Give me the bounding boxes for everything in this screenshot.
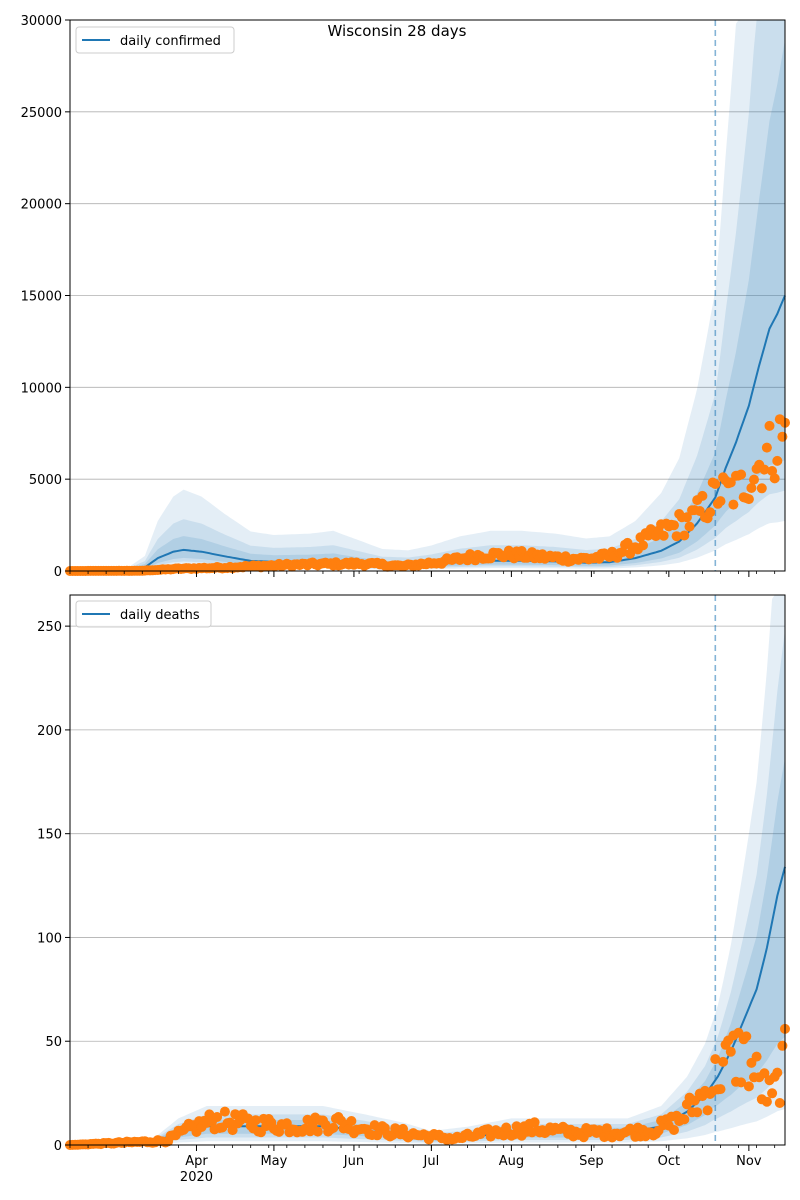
deaths-legend-box	[75, 600, 212, 628]
y-tick-label: 5000	[29, 473, 62, 488]
observed-point	[767, 1088, 778, 1099]
observed-point	[777, 431, 788, 442]
observed-point	[638, 540, 648, 551]
confirmed-x-axis	[69, 571, 776, 577]
observed-point	[736, 469, 747, 480]
observed-point	[769, 473, 780, 484]
observed-point	[529, 1117, 540, 1128]
y-tick-label: 20000	[21, 198, 62, 213]
observed-point	[705, 507, 716, 518]
observed-point	[741, 1031, 752, 1042]
confirmed-observed-points	[65, 414, 790, 576]
observed-point	[759, 464, 770, 475]
observed-point	[328, 1122, 339, 1133]
y-tick-label: 0	[54, 1139, 62, 1154]
y-tick-label: 150	[37, 828, 62, 843]
observed-point	[658, 530, 669, 541]
observed-point	[710, 479, 721, 489]
observed-point	[250, 1115, 261, 1126]
deaths-legend: daily deaths	[75, 600, 212, 628]
uncertainty-band-inner	[70, 39, 785, 572]
observed-point	[692, 1107, 703, 1118]
y-tick-label: 250	[37, 620, 62, 635]
observed-point	[312, 1126, 323, 1137]
observed-point	[756, 483, 767, 494]
observed-point	[274, 1126, 285, 1137]
figure-title: Wisconsin 28 days	[328, 22, 467, 40]
observed-point	[684, 521, 695, 532]
observed-point	[225, 1117, 235, 1128]
x-tick-label: Sep	[579, 1154, 604, 1169]
observed-point	[746, 483, 757, 493]
y-tick-label: 15000	[21, 290, 62, 305]
observed-point	[772, 1067, 783, 1078]
deaths-axes-frame	[69, 594, 786, 1146]
y-tick-label: 50	[45, 1035, 62, 1050]
x-tick-label: Aug	[499, 1154, 524, 1169]
observed-point	[715, 496, 726, 507]
y-tick-label: 30000	[21, 14, 62, 29]
confirmed-legend-label: daily confirmed	[120, 34, 221, 49]
deaths-observed-points	[65, 1023, 790, 1150]
observed-point	[749, 474, 759, 485]
observed-point	[728, 499, 739, 510]
x-tick-label: Jun	[343, 1154, 364, 1169]
uncertainty-band-inner	[70, 758, 785, 1145]
x-tick-label: Oct	[658, 1154, 680, 1169]
observed-point	[702, 1105, 713, 1116]
observed-point	[212, 1112, 223, 1122]
confirmed-legend-box	[75, 26, 235, 54]
x-tick-label: Nov	[736, 1154, 762, 1169]
observed-point	[759, 1068, 770, 1079]
confirmed-legend: daily confirmed	[75, 26, 235, 54]
observed-point	[743, 494, 754, 505]
y-tick-label: 100	[37, 931, 62, 946]
observed-point	[671, 531, 682, 542]
observed-point	[669, 520, 679, 531]
observed-point	[761, 442, 772, 453]
x-tick-label: Apr	[185, 1154, 208, 1169]
observed-point	[697, 490, 708, 501]
x-tick-label: May	[260, 1154, 287, 1169]
y-tick-label: 200	[37, 724, 62, 739]
observed-point	[772, 455, 783, 466]
deaths-legend-label: daily deaths	[120, 608, 200, 623]
observed-point	[718, 1056, 729, 1067]
observed-point	[689, 1095, 700, 1106]
observed-point	[219, 1106, 230, 1117]
observed-point	[751, 1051, 762, 1062]
x-tick-label: Jul	[423, 1154, 440, 1169]
observed-point	[669, 1125, 679, 1135]
observed-point	[777, 1040, 788, 1051]
observed-point	[681, 512, 692, 523]
deaths-y-axis: 0 50 100 150 200 250	[37, 620, 70, 1154]
observed-point	[764, 420, 775, 431]
y-tick-label: 0	[54, 565, 62, 580]
observed-point	[736, 1077, 747, 1088]
confirmed-y-axis: 0 5000 10000 15000 20000 25000 30000	[21, 14, 70, 580]
observed-point	[725, 1046, 736, 1057]
y-tick-label: 25000	[21, 106, 62, 121]
observed-point	[761, 1096, 772, 1107]
observed-point	[715, 1084, 726, 1095]
observed-point	[774, 1098, 785, 1108]
observed-point	[679, 1114, 690, 1125]
confirmed-panel: 0 5000 10000 15000 20000 25000 30000 daily con…	[21, 14, 790, 580]
y-tick-label: 10000	[21, 381, 62, 396]
observed-point	[346, 1116, 357, 1126]
observed-point	[601, 1123, 612, 1134]
observed-point	[511, 1121, 522, 1132]
observed-point	[743, 1081, 754, 1092]
x-year-label: 2020	[180, 1170, 213, 1185]
observed-point	[679, 530, 690, 541]
observed-point	[710, 1054, 721, 1065]
